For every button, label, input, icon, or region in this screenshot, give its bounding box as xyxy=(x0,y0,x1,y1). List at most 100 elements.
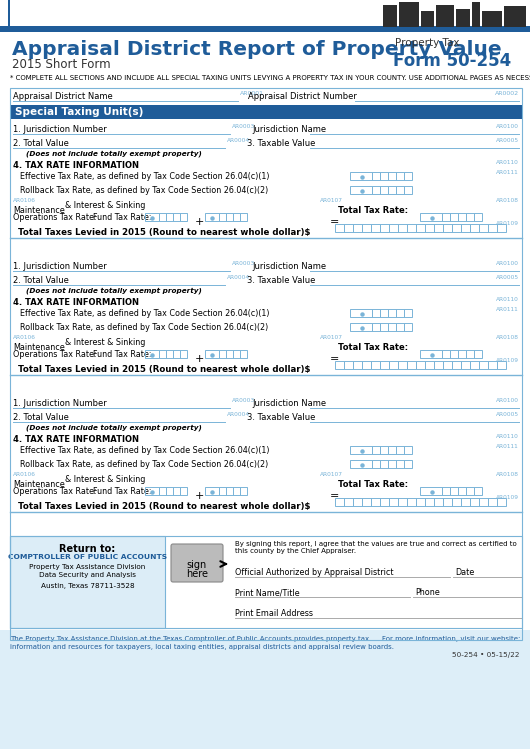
Text: Total Taxes Levied in 2015 (Round to nearest whole dollar)$: Total Taxes Levied in 2015 (Round to nea… xyxy=(18,365,311,374)
Bar xyxy=(380,309,388,317)
Text: Effective Tax Rate, as defined by Tax Code Section 26.04(c)(1): Effective Tax Rate, as defined by Tax Co… xyxy=(20,446,269,455)
Text: Fund Tax Rate:: Fund Tax Rate: xyxy=(93,213,152,222)
Text: Jurisdiction Name: Jurisdiction Name xyxy=(252,125,326,134)
Bar xyxy=(10,105,522,119)
Bar xyxy=(425,224,434,232)
Text: Fund Tax Rate:: Fund Tax Rate: xyxy=(93,350,152,359)
Bar xyxy=(461,361,470,369)
Bar xyxy=(488,498,497,506)
Text: Appraisal District Report of Property Value: Appraisal District Report of Property Va… xyxy=(12,40,501,59)
Bar xyxy=(488,361,497,369)
Bar xyxy=(389,498,398,506)
Bar xyxy=(180,213,187,221)
Text: 2. Total Value: 2. Total Value xyxy=(13,139,69,148)
Bar xyxy=(404,460,412,468)
Bar xyxy=(452,361,461,369)
Bar xyxy=(335,224,344,232)
Text: AR0107: AR0107 xyxy=(320,472,343,477)
Bar xyxy=(479,361,488,369)
Bar xyxy=(205,350,219,358)
Text: 2. Total Value: 2. Total Value xyxy=(13,276,69,285)
Text: Austin, Texas 78711-3528: Austin, Texas 78711-3528 xyxy=(41,583,134,589)
Bar xyxy=(398,498,407,506)
Text: AR0004: AR0004 xyxy=(227,275,250,280)
Text: Operations Tax Rate:: Operations Tax Rate: xyxy=(13,213,96,222)
Bar xyxy=(344,498,353,506)
Bar xyxy=(450,350,458,358)
Bar xyxy=(396,172,404,180)
Bar xyxy=(396,460,404,468)
Text: AR0108: AR0108 xyxy=(496,472,519,477)
Text: & Interest & Sinking: & Interest & Sinking xyxy=(65,338,145,347)
Bar xyxy=(371,224,380,232)
Text: Rollback Tax Rate, as defined by Tax Code Section 26.04(c)(2): Rollback Tax Rate, as defined by Tax Cod… xyxy=(20,460,268,469)
Bar xyxy=(166,487,173,495)
Text: +: + xyxy=(195,491,205,501)
Text: Jurisdiction Name: Jurisdiction Name xyxy=(252,399,326,408)
Text: Jurisdiction Name: Jurisdiction Name xyxy=(252,262,326,271)
Bar xyxy=(497,498,506,506)
Text: Effective Tax Rate, as defined by Tax Code Section 26.04(c)(1): Effective Tax Rate, as defined by Tax Co… xyxy=(20,172,269,181)
Bar xyxy=(8,0,10,27)
Text: The Property Tax Assistance Division at the Texas Comptroller of Public Accounts: The Property Tax Assistance Division at … xyxy=(10,636,394,650)
Bar xyxy=(344,224,353,232)
Text: AR0003: AR0003 xyxy=(232,261,255,266)
Bar xyxy=(388,186,396,194)
Text: Official Authorized by Appraisal District: Official Authorized by Appraisal Distric… xyxy=(235,568,393,577)
Bar xyxy=(388,446,396,454)
Bar xyxy=(173,350,180,358)
Text: Effective Tax Rate, as defined by Tax Code Section 26.04(c)(1): Effective Tax Rate, as defined by Tax Co… xyxy=(20,309,269,318)
Text: Property Tax: Property Tax xyxy=(395,38,460,48)
Text: Print Name/Title: Print Name/Title xyxy=(235,588,299,597)
Bar xyxy=(452,224,461,232)
Text: AR0111: AR0111 xyxy=(496,170,519,175)
Text: AR0111: AR0111 xyxy=(496,444,519,449)
Bar xyxy=(380,224,389,232)
Text: Total Tax Rate:: Total Tax Rate: xyxy=(338,206,408,215)
Bar xyxy=(353,361,362,369)
Bar xyxy=(420,350,442,358)
Bar xyxy=(380,186,388,194)
Bar xyxy=(458,487,466,495)
Bar xyxy=(442,487,450,495)
Bar xyxy=(233,213,240,221)
Text: 2. Total Value: 2. Total Value xyxy=(13,413,69,422)
Bar xyxy=(404,446,412,454)
Text: For more information, visit our website:: For more information, visit our website: xyxy=(382,636,520,642)
Text: AR0005: AR0005 xyxy=(496,412,519,417)
Bar xyxy=(219,213,226,221)
Bar xyxy=(425,498,434,506)
Bar xyxy=(416,224,425,232)
Bar xyxy=(416,498,425,506)
Bar xyxy=(470,224,479,232)
Text: AR0100: AR0100 xyxy=(496,124,519,129)
Text: Maintenance: Maintenance xyxy=(13,480,65,489)
Bar xyxy=(442,213,450,221)
Text: Fund Tax Rate:: Fund Tax Rate: xyxy=(93,487,152,496)
Bar xyxy=(404,323,412,331)
Bar xyxy=(472,2,480,27)
Bar xyxy=(372,323,380,331)
Text: (Does not include totally exempt property): (Does not include totally exempt propert… xyxy=(26,287,202,294)
Bar xyxy=(497,361,506,369)
Bar xyxy=(388,460,396,468)
Text: COMPTROLLER OF PUBLIC ACCOUNTS: COMPTROLLER OF PUBLIC ACCOUNTS xyxy=(8,554,167,560)
Text: * COMPLETE ALL SECTIONS AND INCLUDE ALL SPECIAL TAXING UNITS LEVYING A PROPERTY : * COMPLETE ALL SECTIONS AND INCLUDE ALL … xyxy=(10,75,530,81)
Bar xyxy=(497,224,506,232)
Bar xyxy=(145,213,159,221)
Bar xyxy=(362,224,371,232)
Text: By signing this report, I agree that the values are true and correct as certifie: By signing this report, I agree that the… xyxy=(235,541,517,554)
Text: AR0106: AR0106 xyxy=(13,335,36,340)
Bar xyxy=(166,350,173,358)
Bar xyxy=(404,309,412,317)
Text: AR0110: AR0110 xyxy=(496,297,519,302)
Text: Form 50-254: Form 50-254 xyxy=(393,52,511,70)
Bar xyxy=(380,323,388,331)
Text: Rollback Tax Rate, as defined by Tax Code Section 26.04(c)(2): Rollback Tax Rate, as defined by Tax Cod… xyxy=(20,323,268,332)
Bar xyxy=(240,487,247,495)
Text: Total Taxes Levied in 2015 (Round to nearest whole dollar)$: Total Taxes Levied in 2015 (Round to nea… xyxy=(18,502,311,511)
Text: AR0004: AR0004 xyxy=(227,412,250,417)
Text: AR0003: AR0003 xyxy=(232,398,255,403)
Bar xyxy=(219,487,226,495)
Bar xyxy=(173,213,180,221)
